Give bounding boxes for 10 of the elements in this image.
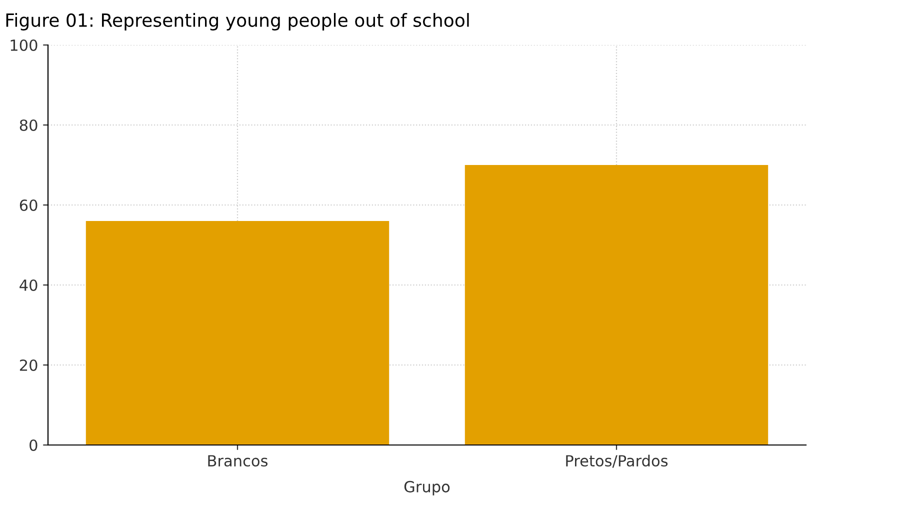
x-tick-label: Pretos/Pardos <box>566 454 668 468</box>
chart-title: Figure 01: Representing young people out of school <box>6 13 469 30</box>
x-axis-title: Grupo <box>404 480 450 496</box>
y-tick-label: 100 <box>10 39 38 52</box>
y-tick-label: 0 <box>30 439 38 452</box>
y-tick-label: 20 <box>20 359 38 372</box>
x-tick-label: Brancos <box>208 455 268 467</box>
y-tick-label: 40 <box>20 279 38 292</box>
y-tick-label: 60 <box>20 199 38 212</box>
y-tick-label: 80 <box>20 119 38 132</box>
